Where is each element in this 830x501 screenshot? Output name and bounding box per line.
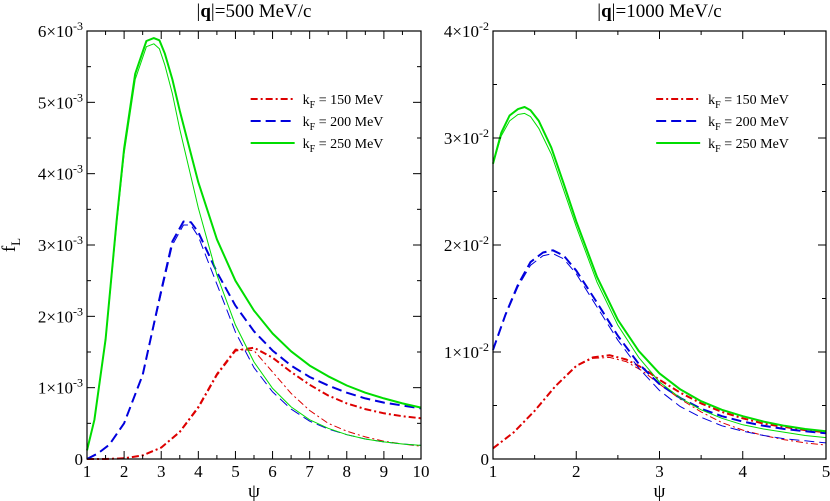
series-line-3 bbox=[492, 249, 827, 435]
x-tick-label: 3 bbox=[157, 462, 166, 481]
series-line-4 bbox=[86, 224, 422, 460]
series-line-3 bbox=[86, 220, 422, 460]
chart-panel-1: 1 2 3 4 5 6 7 8 9 10 0 1×10-3 2×10-3 3×10-3 4×10-3 5×10… bbox=[0, 1, 430, 501]
legend-label: kF = 150 MeV bbox=[708, 93, 789, 111]
y-tick-label: 0 bbox=[75, 450, 84, 469]
x-axis-label: ψ bbox=[654, 481, 666, 501]
y-tick-label: 4×10-3 bbox=[38, 162, 83, 184]
chart-title: |q|=500 MeV/c bbox=[197, 1, 312, 22]
legend: kF = 150 MeV kF = 200 MeV kF = 250 MeV bbox=[250, 93, 384, 155]
y-axis-label: fL bbox=[0, 238, 23, 252]
legend-label: kF = 250 MeV bbox=[708, 137, 789, 155]
legend-label: kF = 150 MeV bbox=[303, 93, 384, 111]
series-line-6 bbox=[86, 43, 422, 451]
x-axis-label: ψ bbox=[248, 481, 260, 501]
y-tick-label: 5×10-3 bbox=[38, 90, 83, 112]
legend: kF = 150 MeV kF = 200 MeV kF = 250 MeV bbox=[656, 93, 789, 155]
series-line-1 bbox=[87, 346, 422, 460]
x-tick-label: 2 bbox=[120, 462, 129, 481]
y-tick-label: 1×10-2 bbox=[444, 340, 489, 362]
y-tick-label: 1×10-3 bbox=[38, 376, 83, 398]
legend-label: kF = 200 MeV bbox=[303, 115, 384, 133]
y-tick-label: 0 bbox=[481, 450, 490, 469]
y-tick-label: 6×10-3 bbox=[38, 19, 83, 41]
x-tick-label: 4 bbox=[194, 462, 203, 481]
legend-label: kF = 250 MeV bbox=[303, 137, 384, 155]
x-tick-label: 7 bbox=[305, 462, 314, 481]
x-tick-label: 5 bbox=[231, 462, 240, 481]
legend-label: kF = 200 MeV bbox=[708, 115, 789, 133]
series-line-1 bbox=[492, 354, 827, 450]
x-tick-label: 2 bbox=[572, 462, 581, 481]
x-tick-label: 1 bbox=[489, 462, 498, 481]
x-tick-label: 1 bbox=[83, 462, 92, 481]
series-line-2 bbox=[492, 356, 827, 449]
x-tick-label: 10 bbox=[413, 462, 430, 481]
x-tick-label: 6 bbox=[268, 462, 277, 481]
chart-title: |q|=1000 MeV/c bbox=[597, 1, 721, 22]
chart-panel-2: 1 2 3 4 5 0 1×10-2 2×10-2 3×10-2 4×10-2 |q|=1000 M… bbox=[444, 1, 830, 501]
x-tick-label: 5 bbox=[822, 462, 830, 481]
series-line-2 bbox=[87, 348, 422, 460]
series-line-6 bbox=[492, 112, 827, 439]
x-tick-label: 9 bbox=[380, 462, 389, 481]
y-tick-label: 2×10-2 bbox=[444, 233, 489, 255]
x-tick-label: 8 bbox=[343, 462, 352, 481]
y-tick-label: 4×10-2 bbox=[444, 19, 489, 41]
series-line-5 bbox=[86, 37, 422, 451]
y-tick-label: 3×10-2 bbox=[444, 126, 489, 148]
series-line-4 bbox=[492, 253, 827, 444]
series-line-5 bbox=[492, 106, 827, 433]
y-tick-label: 3×10-3 bbox=[38, 233, 83, 255]
x-tick-label: 4 bbox=[739, 462, 748, 481]
y-tick-label: 2×10-3 bbox=[38, 304, 83, 326]
x-tick-label: 3 bbox=[655, 462, 664, 481]
